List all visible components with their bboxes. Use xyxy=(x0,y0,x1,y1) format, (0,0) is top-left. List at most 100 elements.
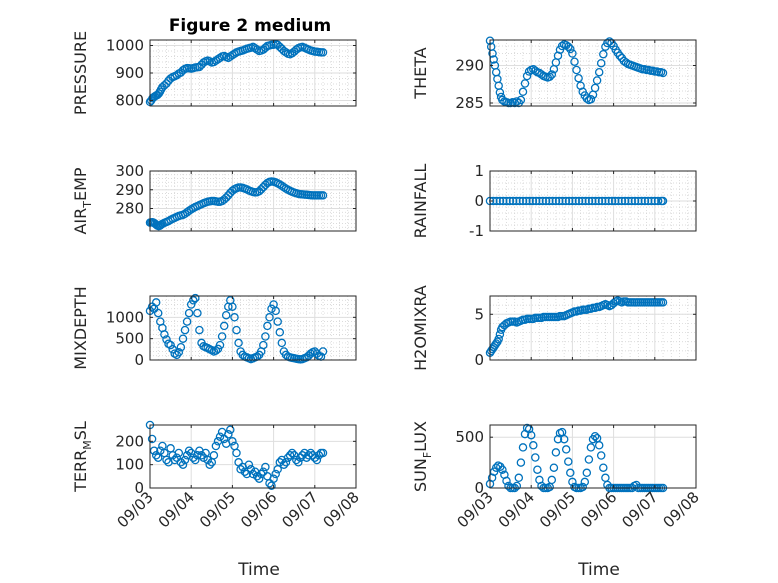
axes-box xyxy=(489,295,697,361)
data-point xyxy=(156,446,165,455)
y-axis-label: SUNFLUX xyxy=(411,421,434,492)
y-axis-label-part: H2OMIXRA xyxy=(411,285,430,371)
data-point xyxy=(230,313,239,322)
data-point xyxy=(596,58,606,68)
y-axis-label: MIXDEPTH xyxy=(71,286,90,369)
data-point xyxy=(174,348,184,357)
data-point xyxy=(285,451,295,460)
data-point xyxy=(228,302,237,311)
data-point xyxy=(279,460,289,469)
x-tick-label: 09/08 xyxy=(320,488,363,531)
data-point xyxy=(203,455,212,465)
x-tick-label: 09/08 xyxy=(660,488,703,531)
data-point xyxy=(572,65,581,75)
y-axis-label-part: THETA xyxy=(411,47,430,99)
data-point xyxy=(306,349,315,358)
data-point xyxy=(525,196,534,206)
axes-box xyxy=(489,424,697,489)
data-point xyxy=(314,451,324,460)
data-point xyxy=(248,469,258,479)
data-point xyxy=(254,474,264,483)
data-point xyxy=(162,455,171,465)
data-point xyxy=(658,68,668,78)
data-point xyxy=(524,67,534,76)
data-point xyxy=(531,66,540,75)
data-point xyxy=(494,334,503,344)
data-point xyxy=(584,455,594,464)
data-point xyxy=(318,347,328,356)
data-point xyxy=(564,457,573,466)
data-point xyxy=(310,453,320,462)
data-point xyxy=(596,451,606,460)
data-point xyxy=(182,317,192,326)
y-tick-label: 0 xyxy=(474,351,484,369)
data-point xyxy=(228,437,237,446)
data-point xyxy=(160,330,169,339)
data-point xyxy=(195,62,204,72)
data-point xyxy=(195,325,204,335)
data-point xyxy=(211,441,221,451)
data-point xyxy=(151,298,161,307)
y-tick-label: 1 xyxy=(474,162,484,180)
data-point xyxy=(172,350,182,360)
data-point xyxy=(189,296,198,305)
data-point xyxy=(191,455,200,465)
data-point xyxy=(221,310,231,320)
y-axis-label-part: AIR xyxy=(71,208,90,235)
data-point xyxy=(658,196,668,206)
data-point xyxy=(211,346,221,355)
data-point xyxy=(277,181,287,191)
y-tick-label: 290 xyxy=(115,181,144,199)
data-point xyxy=(252,45,262,54)
data-point xyxy=(570,57,579,66)
data-point xyxy=(205,460,214,469)
data-point xyxy=(520,79,530,88)
data-point xyxy=(292,455,301,465)
data-point xyxy=(275,328,285,337)
y-axis-label: THETA xyxy=(411,47,430,99)
data-point xyxy=(526,430,536,440)
data-point xyxy=(147,434,157,444)
axes-box xyxy=(489,39,697,107)
data-point xyxy=(252,472,262,481)
data-point xyxy=(170,349,179,358)
y-tick-label: -1 xyxy=(469,222,484,240)
y-tick-label: 0 xyxy=(134,351,144,369)
x-tick-label: 09/05 xyxy=(536,488,579,531)
data-point xyxy=(261,332,270,341)
data-point xyxy=(176,342,186,352)
data-point xyxy=(653,196,663,206)
data-point xyxy=(604,196,613,206)
y-axis-label: RAINFALL xyxy=(411,164,430,239)
data-point xyxy=(166,340,175,350)
y-axis-label: H2OMIXRA xyxy=(411,285,430,371)
data-point xyxy=(186,300,196,309)
data-point xyxy=(522,196,531,206)
data-point xyxy=(226,52,235,61)
data-point xyxy=(318,448,328,458)
x-tick-label: 09/07 xyxy=(618,488,661,531)
data-point xyxy=(273,317,282,326)
data-point xyxy=(531,453,540,462)
y-tick-label: 290 xyxy=(455,57,484,75)
y-tick-label: 1000 xyxy=(106,308,144,326)
data-point xyxy=(184,308,194,318)
data-point xyxy=(217,332,227,341)
x-tick-label: 09/04 xyxy=(495,488,538,531)
y-axis-label-part: RAINFALL xyxy=(411,164,430,239)
data-point xyxy=(215,53,225,63)
x-tick-label: 09/05 xyxy=(196,488,239,531)
y-axis-label-part: EMP xyxy=(71,167,90,201)
y-axis-label-part: MIXDEPTH xyxy=(71,286,90,369)
y-tick-label: 0 xyxy=(474,192,484,210)
data-point xyxy=(516,458,526,467)
data-point xyxy=(236,465,245,474)
figure-title: Figure 2 medium xyxy=(169,16,331,36)
data-point xyxy=(545,72,554,82)
data-point xyxy=(180,325,190,335)
y-tick-label: 300 xyxy=(115,162,144,180)
data-point xyxy=(294,458,303,467)
data-point xyxy=(551,448,561,457)
subplot-theta: 285 290 THETA xyxy=(411,36,697,112)
